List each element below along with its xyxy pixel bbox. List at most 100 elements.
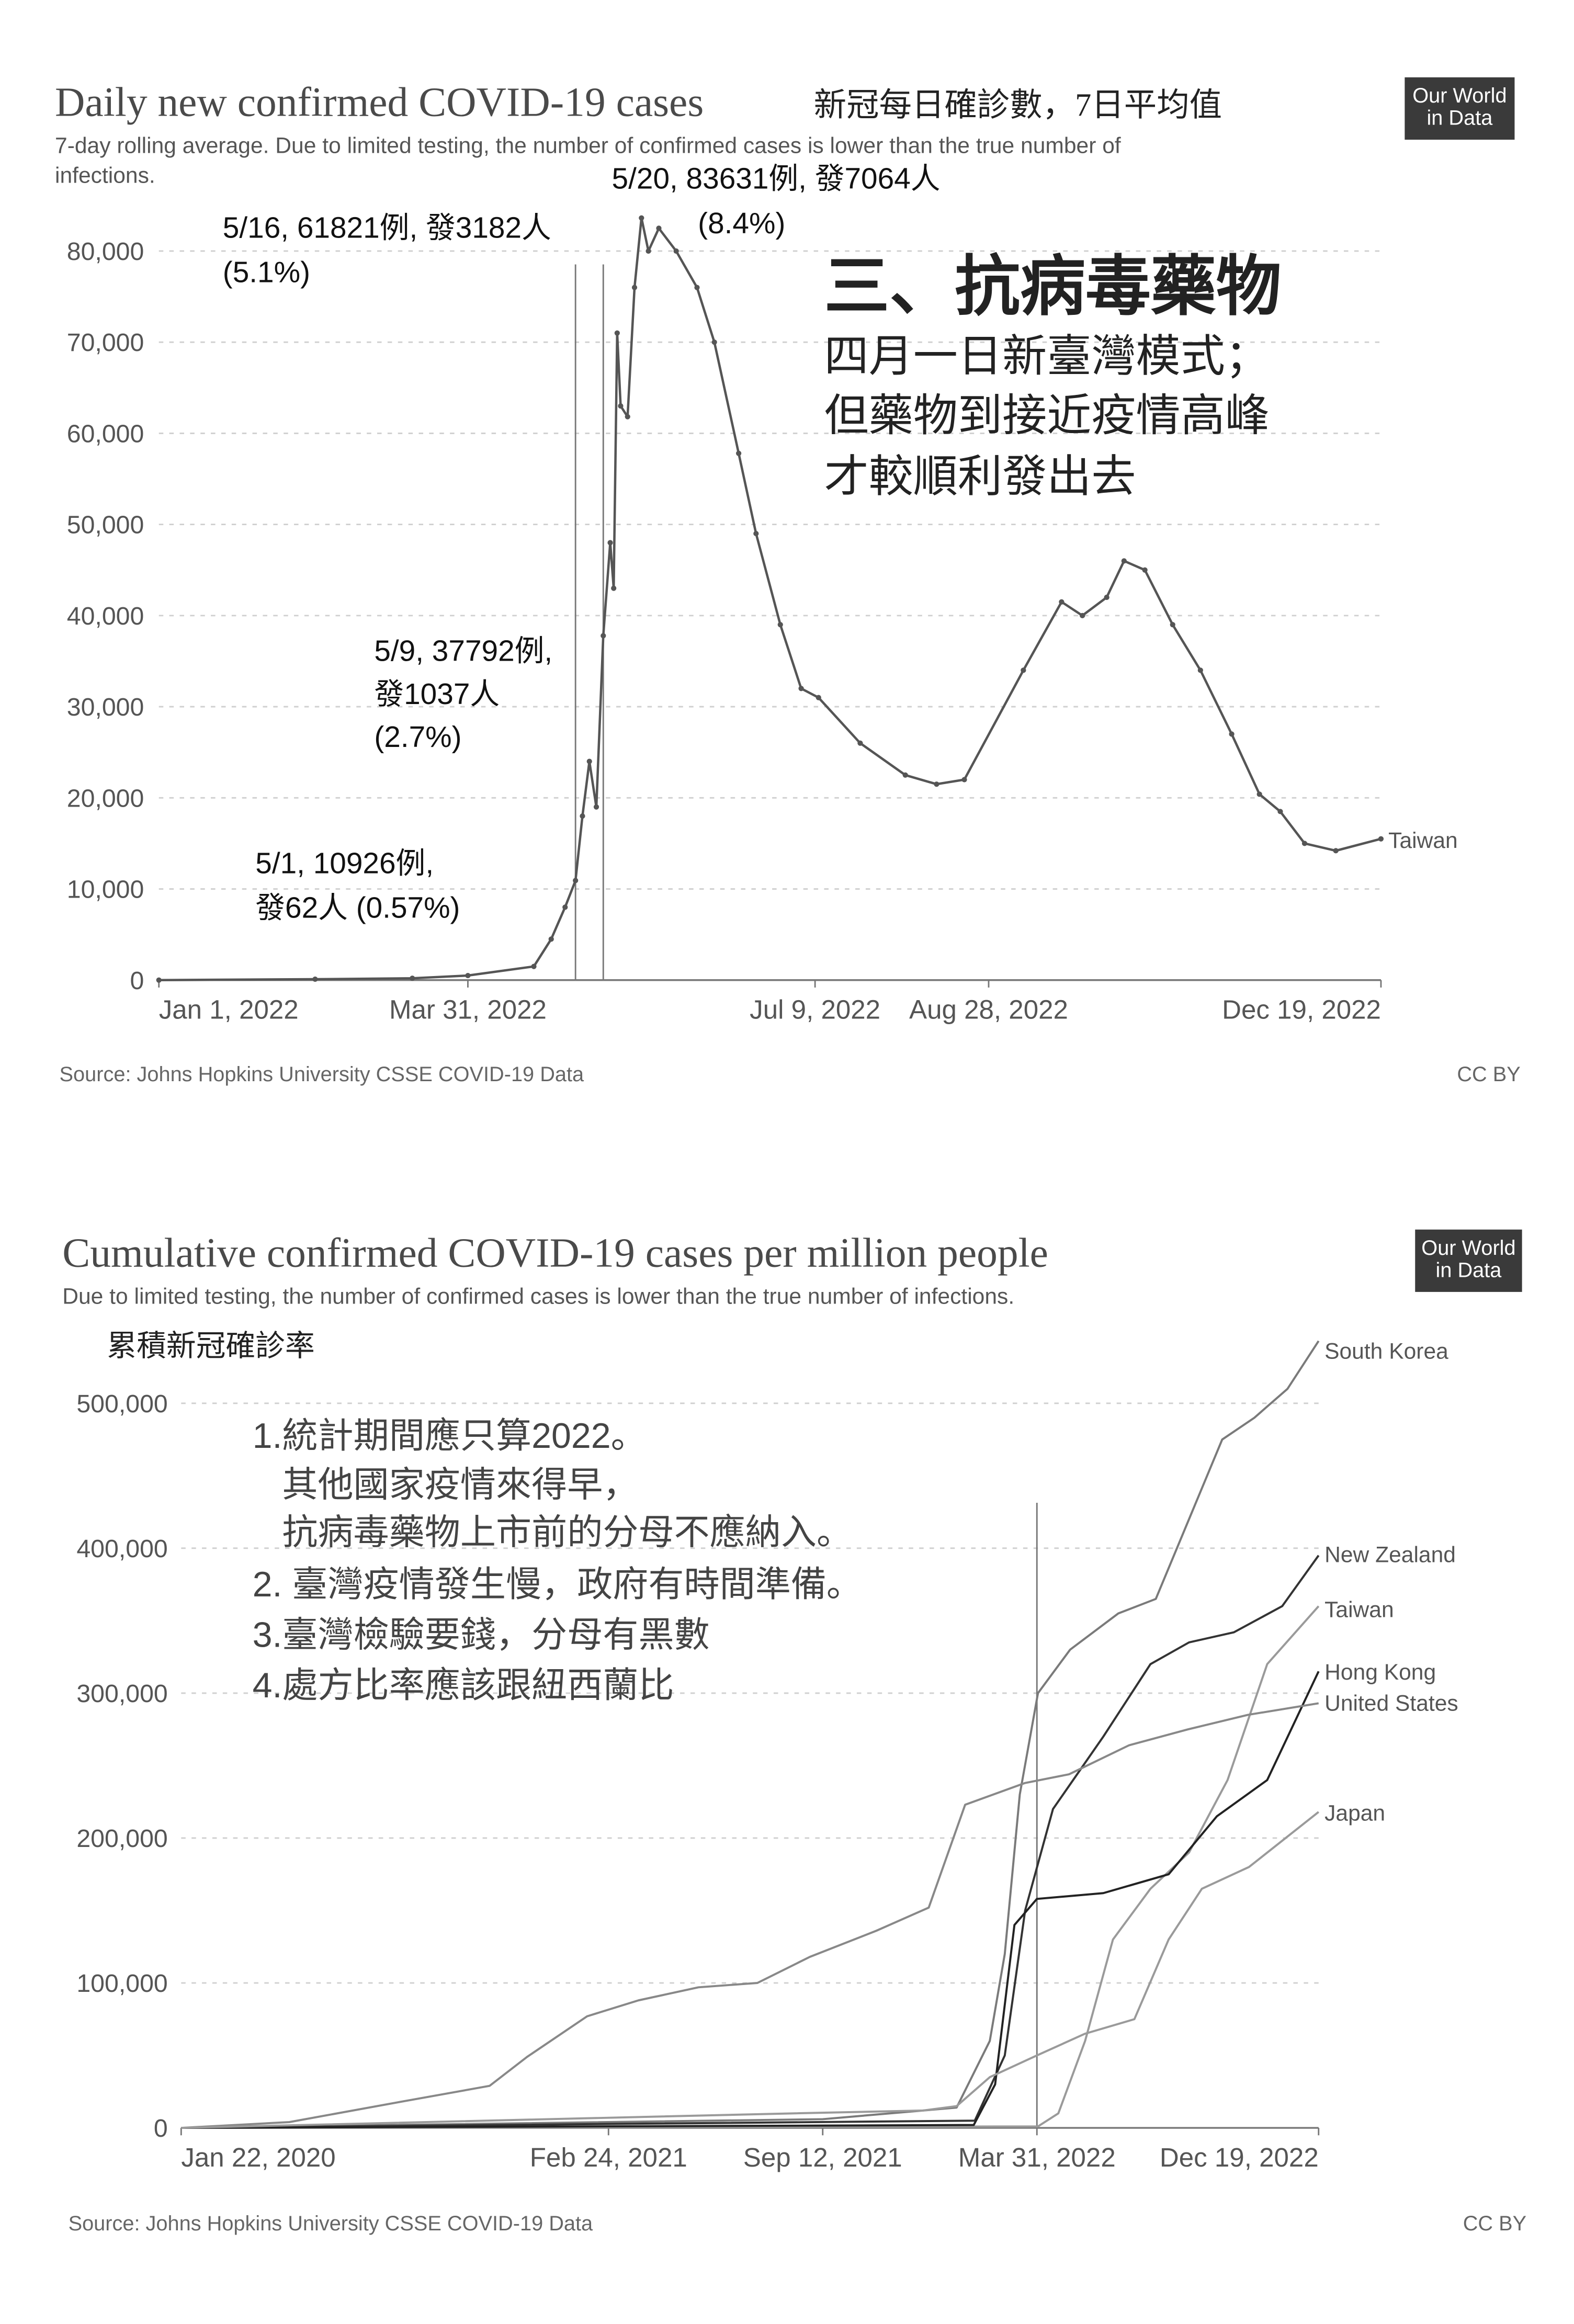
series-line (181, 1605, 1320, 2129)
data-point (1121, 558, 1127, 564)
annotation: 三、抗病毒藥物 (824, 251, 1281, 323)
x-tick-label: Dec 19, 2022 (1222, 995, 1381, 1025)
series-label: United States (1324, 1691, 1458, 1716)
x-tick-label: Jul 9, 2022 (750, 995, 880, 1025)
x-tick-label: Dec 19, 2022 (1160, 2142, 1319, 2172)
data-point (410, 976, 415, 981)
chart-subtitle: infections. (55, 163, 155, 188)
data-point (531, 963, 537, 969)
y-tick-label: 100,000 (76, 1969, 167, 1998)
series-line (181, 1671, 1320, 2129)
data-point (816, 695, 821, 700)
y-tick-label: 0 (130, 967, 144, 995)
data-point (1197, 667, 1203, 673)
x-tick-label: Sep 12, 2021 (743, 2142, 902, 2172)
data-point (934, 781, 939, 787)
annotation: 5/20, 83631例, 發7064人 (612, 163, 941, 196)
data-point (1170, 622, 1175, 628)
data-point (611, 585, 617, 591)
data-point (1333, 848, 1339, 854)
series-label: Taiwan (1324, 1597, 1394, 1623)
data-point (465, 972, 471, 979)
annotation: 累積新冠確診率 (107, 1330, 314, 1363)
data-point (1256, 791, 1262, 797)
series-label: New Zealand (1324, 1543, 1456, 1568)
y-tick-label: 50,000 (67, 511, 144, 539)
series-label: Taiwan (1388, 828, 1458, 853)
data-point (736, 450, 742, 456)
annotation: 5/16, 61821例, 發3182人 (223, 211, 551, 244)
y-tick-label: 70,000 (67, 328, 144, 357)
data-point (777, 622, 783, 628)
y-tick-label: 80,000 (67, 237, 144, 266)
chart-subtitle: Due to limited testing, the number of co… (62, 1284, 1014, 1309)
logo-text: Our World (1412, 84, 1507, 107)
data-point (961, 777, 967, 783)
annotation: 5/1, 10926例, (255, 847, 434, 880)
chart-title: Daily new confirmed COVID-19 cases (55, 80, 704, 126)
annotation: 3.臺灣檢驗要錢，分母有黑數 (253, 1615, 710, 1654)
chart-title: Cumulative confirmed COVID-19 cases per … (62, 1230, 1048, 1276)
annotation: (2.7%) (374, 721, 461, 754)
series-label: South Korea (1324, 1339, 1448, 1364)
y-tick-label: 0 (154, 2114, 168, 2142)
series-line (181, 1555, 1320, 2129)
x-tick-label: Aug 28, 2022 (909, 995, 1068, 1025)
series-line (181, 1340, 1320, 2129)
data-point (902, 772, 908, 778)
data-point (580, 813, 585, 819)
data-point (673, 248, 679, 254)
source-note: Source: Johns Hopkins University CSSE CO… (69, 2212, 593, 2235)
annotation: 抗病毒藥物上市前的分母不應納入。 (282, 1512, 852, 1552)
data-point (1301, 841, 1308, 846)
logo-text: Our World (1421, 1237, 1515, 1260)
license-note: CC BY (1463, 2212, 1526, 2235)
y-tick-label: 500,000 (76, 1390, 167, 1418)
x-tick-label: Feb 24, 2021 (530, 2142, 687, 2172)
data-point (656, 225, 662, 231)
data-point (639, 215, 644, 221)
data-point (562, 904, 568, 910)
data-point (593, 804, 599, 810)
data-point (798, 686, 804, 691)
data-point (573, 878, 579, 883)
data-point (753, 530, 759, 537)
data-point (618, 403, 624, 409)
y-tick-label: 400,000 (76, 1535, 167, 1563)
data-point (631, 285, 638, 290)
data-point (614, 330, 620, 336)
data-point (1104, 594, 1109, 600)
logo-text: in Data (1426, 107, 1493, 130)
data-point (312, 976, 318, 982)
y-tick-label: 200,000 (76, 1824, 167, 1853)
license-note: CC BY (1457, 1063, 1520, 1086)
data-point (711, 339, 717, 345)
annotation: (8.4%) (698, 207, 785, 240)
series-line (181, 1811, 1319, 2129)
data-point (1021, 667, 1026, 673)
annotation: 發1037人 (374, 678, 500, 711)
data-point (1142, 567, 1148, 573)
annotation: 4.處方比率應該跟紐西蘭比 (253, 1665, 674, 1705)
data-point (857, 740, 863, 746)
y-tick-label: 20,000 (67, 784, 144, 812)
data-point (1080, 613, 1085, 618)
series-line (181, 1702, 1319, 2129)
data-point (1277, 809, 1283, 814)
x-tick-label: Mar 31, 2022 (389, 995, 547, 1025)
data-point (548, 936, 554, 942)
data-point (625, 414, 630, 420)
data-point (607, 540, 613, 546)
y-tick-label: 10,000 (67, 876, 144, 904)
series-label: Hong Kong (1324, 1660, 1436, 1685)
source-note: Source: Johns Hopkins University CSSE CO… (60, 1063, 584, 1086)
logo-box (1415, 1229, 1522, 1292)
data-point (1378, 836, 1384, 842)
chart-subtitle: 7-day rolling average. Due to limited te… (55, 133, 1121, 158)
series-label: Japan (1324, 1800, 1385, 1826)
data-point (586, 758, 592, 764)
x-tick-label: Mar 31, 2022 (958, 2142, 1116, 2172)
annotation: 1.統計期間應只算2022。 (253, 1416, 647, 1456)
